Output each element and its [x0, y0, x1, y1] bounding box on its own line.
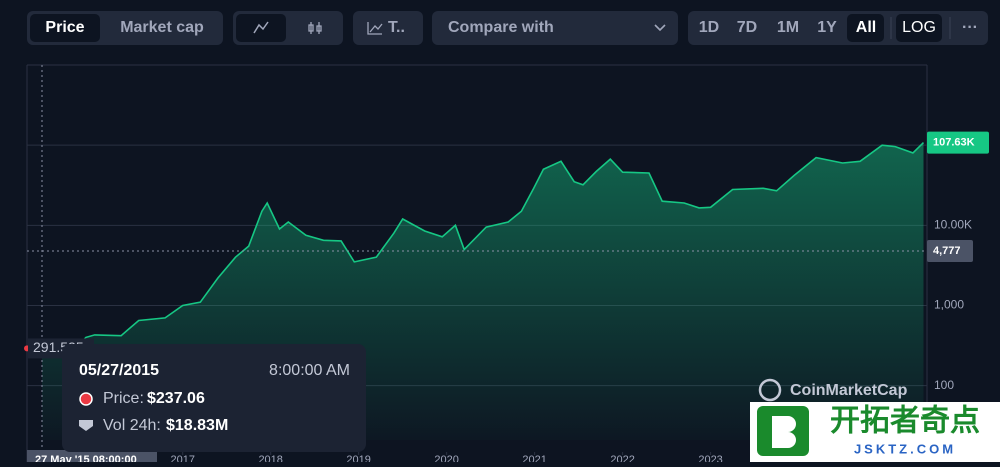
x-tick-label: 2020: [434, 454, 458, 462]
badge-title: 开拓者奇点: [830, 404, 980, 439]
line-icon: [253, 21, 269, 34]
price-line: [41, 142, 925, 358]
x-tick-label: 2022: [610, 454, 634, 462]
tab[interactable]: Market cap: [120, 19, 204, 36]
x-tick-label: 2018: [258, 454, 282, 462]
x-tick-label: 2019: [346, 454, 370, 462]
current-price-tag: [927, 131, 989, 154]
compare-label[interactable]: Compare with: [448, 19, 554, 36]
range-button[interactable]: 7D: [737, 19, 757, 36]
tooltip-volume-label: Vol 24h:: [103, 417, 161, 434]
price-dot: [79, 392, 93, 406]
range-button[interactable]: All: [856, 19, 876, 36]
chevron: [654, 24, 666, 32]
indicator-button[interactable]: [353, 11, 423, 45]
indicator-icon: [367, 22, 383, 35]
tooltip-price-label: Price:: [103, 390, 144, 407]
tooltip-price: $237.06: [147, 390, 205, 407]
volume-icon: [79, 420, 93, 431]
watermark: CoinMarketCap: [790, 382, 908, 399]
crosshair-tag: [927, 240, 973, 263]
current-price-label: 107.63K: [933, 137, 975, 149]
x-tick-label: 2021: [522, 454, 546, 462]
crosshair-label: 4,777: [933, 245, 961, 257]
badge-url: JSKTZ.COM: [854, 441, 956, 456]
x-crosshair-label: 27 May '15 08:00:00: [35, 454, 137, 462]
range-active[interactable]: [847, 14, 884, 42]
badge-logo-shape: [772, 416, 796, 448]
tab[interactable]: Price: [45, 19, 84, 36]
range-group: [688, 11, 988, 45]
y-tick-label: 1,000: [934, 298, 964, 312]
candle-icon[interactable]: [308, 22, 322, 34]
indicator-label[interactable]: T..: [388, 19, 405, 36]
tooltip-date: 05/27/2015: [79, 362, 159, 379]
y-tick-label: 10.00K: [934, 218, 972, 232]
y-tick-label: 100: [934, 378, 954, 392]
tooltip: [62, 344, 366, 452]
tab-active[interactable]: [30, 14, 100, 42]
range-button[interactable]: 1Y: [817, 19, 837, 36]
range-button[interactable]: 1D: [699, 19, 719, 36]
watermark-logo: [758, 378, 782, 402]
tooltip-time: 8:00:00 AM: [269, 362, 350, 379]
log-label[interactable]: LOG: [902, 19, 936, 36]
tooltip-volume: $18.83M: [166, 417, 228, 434]
more-button[interactable]: ···: [962, 19, 978, 36]
log-button[interactable]: [896, 14, 942, 42]
x-tick-label: 2017: [170, 454, 194, 462]
x-tick-label: 2023: [698, 454, 722, 462]
range-button[interactable]: 1M: [777, 19, 799, 36]
compare-dropdown[interactable]: [432, 11, 678, 45]
